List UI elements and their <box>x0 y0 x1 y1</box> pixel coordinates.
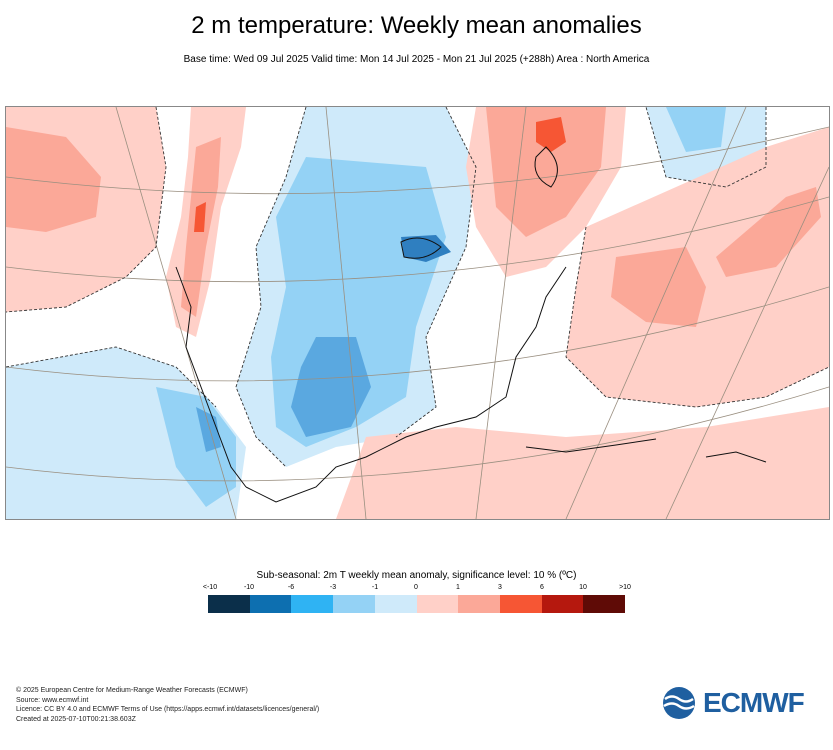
warm-area-west-coast-strong <box>194 202 206 232</box>
legend-color-swatch <box>249 595 292 613</box>
ecmwf-logo-text: ECMWF <box>703 687 805 718</box>
legend-tick: -6 <box>287 584 295 591</box>
legend-color-swatch <box>374 595 417 613</box>
legend-ticks: <-10 -10 -6 -3 -1 0 1 3 6 10 >10 <box>200 584 633 594</box>
legend-tick: -10 <box>243 584 255 591</box>
legend-title: Sub-seasonal: 2m T weekly mean anomaly, … <box>256 570 577 581</box>
legend-tick: <-10 <box>202 584 218 591</box>
cold-area-greenland-core <box>666 107 726 152</box>
anomaly-map-svg <box>6 107 829 519</box>
legend-color-swatch <box>208 595 250 613</box>
legend-tick: 0 <box>414 584 418 591</box>
warm-area-pacific-core <box>6 127 101 232</box>
legend-color-swatch <box>458 595 500 613</box>
legend-tick: 6 <box>540 584 544 591</box>
warm-area-atlantic-core <box>611 247 706 327</box>
ecmwf-logo-icon <box>663 687 695 719</box>
warm-area-labrador-strong <box>536 117 566 152</box>
warm-area-caribbean <box>336 407 829 519</box>
footer-licence: Licence: CC BY 4.0 and ECMWF Terms of Us… <box>16 706 320 713</box>
footer-credits: © 2025 European Centre for Medium-Range … <box>16 686 319 724</box>
cold-area-baja <box>196 407 221 452</box>
legend-tick: >10 <box>619 584 631 591</box>
page-title: 2 m temperature: Weekly mean anomalies <box>191 12 642 39</box>
warm-area-atlantic-band <box>716 187 821 277</box>
legend-tick: 3 <box>498 584 502 591</box>
legend-color-swatch <box>416 595 459 613</box>
warm-area-northeast-canada-core <box>486 107 606 237</box>
legend-color-swatch <box>291 595 334 613</box>
page-subtitle: Base time: Wed 09 Jul 2025 Valid time: M… <box>183 54 650 65</box>
legend-tick: 10 <box>579 584 587 591</box>
legend-tick: 1 <box>456 584 460 591</box>
cold-area-great-lakes <box>401 235 451 262</box>
legend-color-swatch <box>541 595 584 613</box>
anomaly-map <box>5 106 830 520</box>
legend-color-swatch <box>499 595 542 613</box>
legend-colorbar <box>208 595 626 613</box>
footer-created: Created at 2025-07-10T00:21:38.603Z <box>16 715 136 723</box>
legend-color-swatch <box>333 595 375 613</box>
legend-tick: -3 <box>329 584 337 591</box>
footer-source: Source: www.ecmwf.int <box>16 696 89 704</box>
footer-copyright: © 2025 European Centre for Medium-Range … <box>16 687 248 694</box>
warm-area-atlantic <box>566 127 829 407</box>
legend-tick: -1 <box>371 584 379 591</box>
legend-color-swatch <box>583 595 626 613</box>
